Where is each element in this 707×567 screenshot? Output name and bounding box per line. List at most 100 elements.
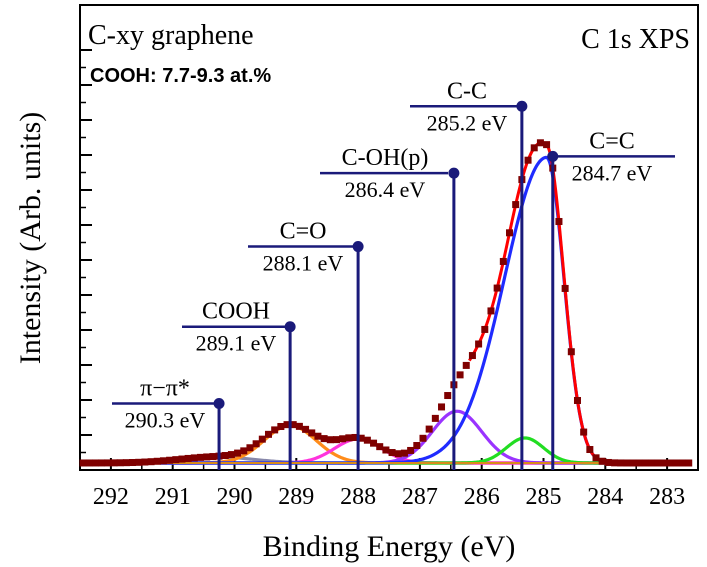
data-point: [629, 459, 637, 467]
data-point: [586, 446, 594, 454]
y-axis-title: Intensity (Arb. units): [14, 112, 47, 364]
data-point: [685, 459, 693, 467]
fit-envelope: [468, 141, 655, 465]
data-point: [672, 459, 680, 467]
data-point: [221, 452, 229, 460]
data-point: [332, 436, 340, 444]
marker-dot: [213, 398, 225, 410]
data-point: [376, 443, 384, 451]
peak-name-label: COOH: [202, 299, 270, 325]
peak-energy-label: 284.7 eV: [572, 160, 653, 185]
data-point: [252, 440, 260, 448]
data-point: [357, 434, 365, 442]
spectrum-annotation: C 1s XPS: [581, 24, 690, 55]
data-point: [530, 144, 538, 152]
x-tick-label: 290: [217, 484, 253, 510]
x-tick-label: 291: [155, 484, 191, 510]
data-point: [580, 428, 588, 436]
data-point: [258, 435, 266, 443]
data-point: [203, 453, 211, 461]
data-point: [400, 449, 408, 457]
data-point: [481, 325, 489, 333]
data-point: [438, 403, 446, 411]
data-point: [209, 453, 217, 461]
data-point: [295, 422, 303, 430]
data-point: [666, 459, 674, 467]
data-point: [524, 156, 532, 164]
data-point: [419, 434, 427, 442]
data-point: [635, 459, 643, 467]
data-point: [240, 447, 248, 455]
marker-dot: [352, 241, 364, 253]
data-point: [104, 459, 112, 467]
data-point: [116, 459, 124, 467]
data-point: [394, 450, 402, 458]
x-tick-label: 292: [93, 484, 129, 510]
data-point: [326, 436, 334, 444]
data-point: [166, 456, 174, 464]
peak-name-label: C=O: [280, 219, 327, 245]
data-point: [388, 449, 396, 457]
peak-name-label: C=C: [589, 128, 635, 154]
peak-markers: C=C 284.7 eV C-C 285.2 eV C-OH(p) 286.4 eV C=O…: [112, 78, 675, 470]
data-point: [506, 229, 514, 237]
chart-subtitle: COOH: 7.7-9.3 at.%: [90, 65, 271, 87]
x-axis-title: Binding Energy (eV): [263, 530, 516, 563]
marker-dot: [284, 321, 296, 333]
peak-name-label: C-C: [447, 78, 487, 104]
data-point: [178, 455, 186, 463]
marker-dot: [448, 167, 460, 179]
data-point: [604, 458, 612, 466]
data-point: [598, 457, 606, 465]
data-point: [308, 429, 316, 437]
data-point: [543, 141, 551, 149]
data-point: [573, 396, 581, 404]
data-point: [648, 459, 656, 467]
x-tick-labels: 292 291 290 289 288 287 286 285 284 283: [93, 484, 685, 510]
peak-name-label: C-OH(p): [342, 145, 429, 171]
data-point: [184, 454, 192, 462]
data-point: [679, 459, 687, 467]
data-point: [153, 457, 161, 465]
data-point: [197, 453, 205, 461]
data-point: [351, 433, 359, 441]
data-point: [339, 435, 347, 443]
x-tick-label: 286: [464, 484, 500, 510]
x-tick-label: 284: [587, 484, 623, 510]
data-point: [413, 442, 421, 450]
data-point: [407, 446, 415, 454]
data-point: [264, 430, 272, 438]
x-tick-label: 288: [340, 484, 376, 510]
peak-energy-label: 288.1 eV: [263, 251, 344, 276]
data-point: [159, 457, 167, 465]
data-point: [320, 435, 328, 443]
data-point: [444, 392, 452, 400]
data-point: [462, 361, 470, 369]
data-point: [555, 218, 563, 226]
data-point: [475, 340, 483, 348]
data-point: [493, 284, 501, 292]
data-point: [382, 446, 390, 454]
data-point: [289, 421, 297, 429]
envelope-curve: [468, 141, 655, 465]
data-point: [431, 414, 439, 422]
data-point: [147, 458, 155, 466]
chart-title: C-xy graphene: [88, 20, 254, 51]
data-point: [271, 426, 279, 434]
data-point: [246, 444, 254, 452]
peak-energy-label: 290.3 eV: [125, 408, 206, 433]
data-point: [122, 459, 130, 467]
data-point: [227, 451, 235, 459]
data-point: [561, 284, 569, 292]
data-point: [283, 421, 291, 429]
peak-name-label: π−π*: [140, 376, 190, 402]
data-point: [345, 434, 353, 442]
peak-energy-label: 289.1 eV: [196, 331, 277, 356]
data-point: [141, 458, 149, 466]
data-point: [499, 257, 507, 265]
data-point: [468, 352, 476, 360]
data-point: [314, 432, 322, 440]
data-point: [129, 459, 137, 467]
data-point: [660, 459, 668, 467]
data-point: [611, 459, 619, 467]
